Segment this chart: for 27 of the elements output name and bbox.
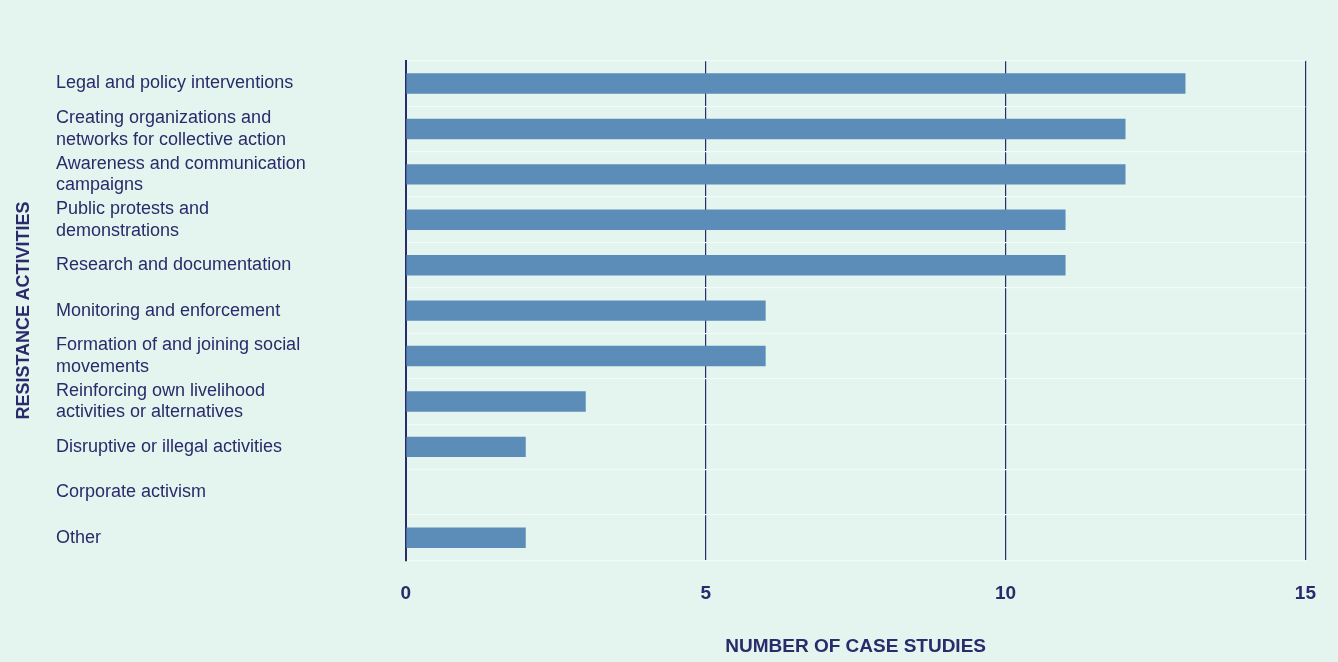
y-tick-label: Legal and policy interventions (56, 72, 294, 93)
bar (406, 300, 766, 321)
bar (406, 118, 1126, 140)
y-tick-label: Disruptive or illegal activities (56, 435, 283, 456)
y-tick-label: Monitoring and enforcement (56, 299, 281, 320)
bar (406, 527, 526, 548)
y-tick-label: Other (56, 526, 102, 547)
y-tick-label: Reinforcing own livelihood activities or alternatives (56, 379, 266, 422)
x-tick-label: 5 (700, 582, 712, 604)
y-tick-label: Formation of and joining social movements (56, 334, 301, 376)
y-axis-title: RESISTANCE ACTIVITIES (12, 201, 33, 420)
y-tick-label: Corporate activism (56, 481, 207, 502)
bar (406, 164, 1126, 185)
y-tick-label: Creating organizations and networks for collective action (56, 107, 287, 149)
bar (406, 436, 526, 458)
x-tick-label: 15 (1294, 582, 1317, 604)
bar (406, 345, 766, 367)
bar (406, 254, 1066, 276)
y-tick-label: Research and documentation (56, 254, 292, 275)
bar (406, 391, 586, 412)
x-axis-title: NUMBER OF CASE STUDIES (725, 634, 986, 656)
bar (406, 209, 1066, 230)
y-tick-label: Awareness and communication campaigns (56, 152, 306, 195)
bar (406, 73, 1186, 94)
x-tick-label: 0 (400, 582, 412, 604)
x-tick-label: 10 (994, 582, 1017, 604)
y-tick-label: Public protests and demonstrations (56, 197, 210, 240)
